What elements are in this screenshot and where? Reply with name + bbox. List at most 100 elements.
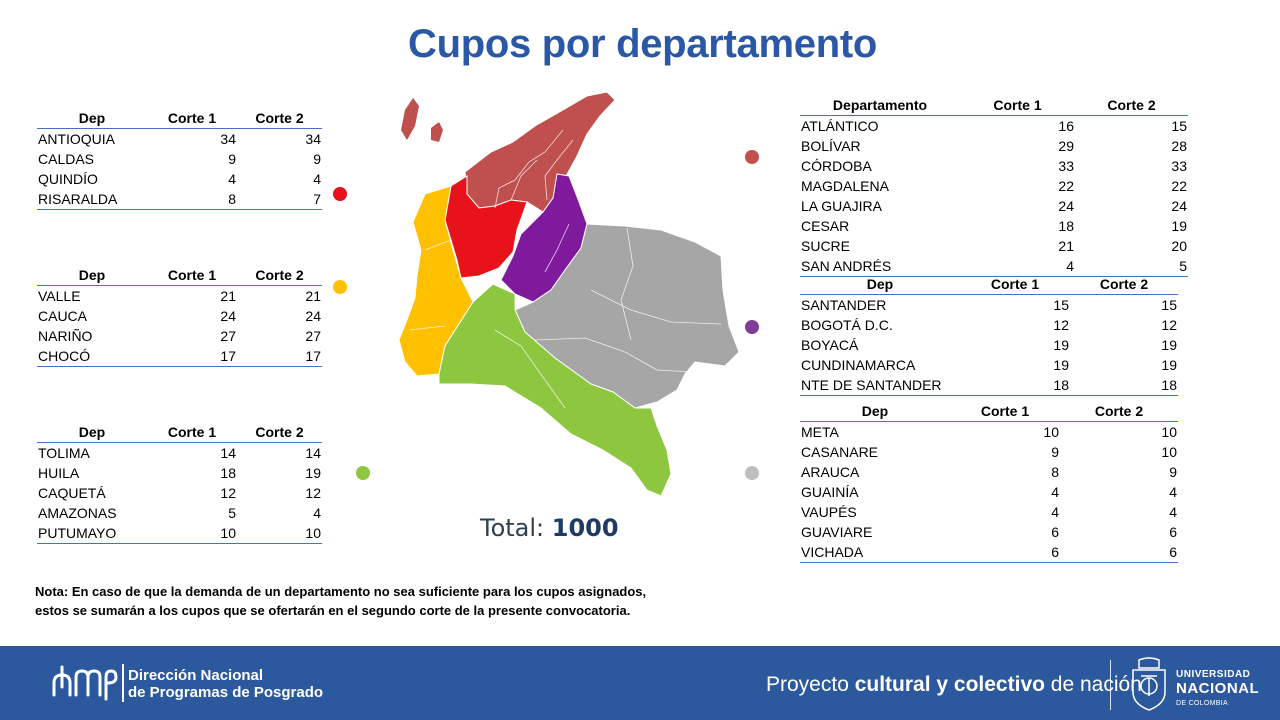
map-region-providencia [431,122,443,142]
department-name-cell: GUAVIARE [801,524,873,540]
column-header: Corte 1 [147,265,237,286]
corte-2-cell: 6 [1060,542,1178,563]
dnpp-logo-icon [52,665,118,701]
department-name-cell: META [801,424,839,440]
table-row: LA GUAJIRA 24 24 [800,196,1188,216]
slogan: Proyecto cultural y colectivo de nación [766,673,1142,697]
table-row: BOGOTÁ D.C. 12 12 [800,315,1178,335]
corte-2-cell: 20 [1171,238,1187,254]
corte-2-cell: 21 [305,288,321,304]
table-purple-group: Dep Corte 1 Corte 2 SANTANDER 15 15 BOGOTÁ D.C… [800,274,1178,396]
corte-2-cell: 4 [1169,504,1177,520]
table-row: MAGDALENA 22 22 [800,176,1188,196]
column-header: Corte 1 [960,95,1075,116]
department-name-cell: AMAZONAS [38,505,117,521]
table-row: TOLIMA 14 14 [37,443,322,464]
corte-1-cell: 18 [1058,218,1074,234]
department-name-cell: GUAINÍA [801,484,859,500]
department-name-cell: QUINDÍO [38,171,98,187]
column-header: Corte 2 [237,422,322,443]
table-row: ARAUCA 8 9 [800,462,1178,482]
column-header: Corte 1 [147,422,237,443]
unal-line-1: UNIVERSIDAD [1176,669,1251,680]
corte-2-cell: 22 [1171,178,1187,194]
table-row: ATLÁNTICO 16 15 [800,116,1188,137]
corte-2-cell: 12 [305,485,321,501]
corte-1-cell: 24 [220,308,236,324]
corte-1-cell: 4 [1051,484,1059,500]
total-label: Total: 1000 [480,514,619,542]
footnote-line-1: Nota: En caso de que la demanda de un de… [35,584,647,599]
corte-1-cell: 9 [1051,444,1059,460]
column-header: Dep [800,401,950,422]
table-row: CAUCA 24 24 [37,306,322,326]
yellow-legend-dot [333,280,347,294]
dnpp-name: Dirección Nacional de Programas de Posgr… [128,667,323,701]
corte-2-cell: 24 [1171,198,1187,214]
unal-shield-icon [1132,657,1166,711]
table-row: VALLE 21 21 [37,286,322,307]
corte-1-cell: 9 [228,151,236,167]
corte-2-cell: 10 [237,523,322,544]
table-row: CÓRDOBA 33 33 [800,156,1188,176]
column-header: Corte 2 [1075,95,1188,116]
department-name-cell: BOLÍVAR [801,138,861,154]
corte-1-cell: 6 [1051,524,1059,540]
corte-2-cell: 19 [1161,337,1177,353]
department-name-cell: SAN ANDRÉS [800,256,960,277]
table-row: CALDAS 9 9 [37,149,322,169]
table-row: GUAINÍA 4 4 [800,482,1178,502]
corte-2-cell: 19 [1161,357,1177,373]
department-name-cell: VICHADA [800,542,950,563]
purple-legend-dot [745,320,759,334]
department-name-cell: LA GUAJIRA [801,198,882,214]
corte-1-cell: 33 [1058,158,1074,174]
table-row: VICHADA 6 6 [800,542,1178,563]
unal-name: UNIVERSIDAD NACIONAL DE COLOMBIA [1176,668,1259,710]
department-name-cell: TOLIMA [38,445,90,461]
corte-1-cell: 4 [1051,504,1059,520]
table-green-group: Dep Corte 1 Corte 2 TOLIMA 14 14 HUILA 18 19 CAQU… [37,422,322,544]
corte-2-cell: 27 [305,328,321,344]
column-header: Corte 1 [950,401,1060,422]
total-caption: Total: [480,514,545,542]
table-row: NTE DE SANTANDER 18 18 [800,375,1178,396]
corte-2-cell: 9 [313,151,321,167]
department-name-cell: CHOCÓ [37,346,147,367]
corte-2-cell: 4 [313,505,321,521]
corte-1-cell: 29 [1058,138,1074,154]
table-row: META 10 10 [800,422,1178,443]
gray-legend-dot [745,466,759,480]
table-row: SUCRE 21 20 [800,236,1188,256]
column-header: Dep [37,265,147,286]
map-region-yellow [398,185,474,377]
corte-2-cell: 33 [1171,158,1187,174]
corte-2-cell: 12 [1161,317,1177,333]
corte-1-cell: 21 [220,288,236,304]
column-header: Dep [37,422,147,443]
dark-red-legend-dot [745,150,759,164]
department-name-cell: RISARALDA [37,189,147,210]
corte-2-cell: 14 [305,445,321,461]
table-yellow-group: Dep Corte 1 Corte 2 VALLE 21 21 CAUCA 24 24 NARIÑ… [37,265,322,367]
footnote: Nota: En caso de que la demanda de un de… [35,582,815,620]
corte-2-cell: 4 [1169,484,1177,500]
map-region-caribe [464,91,616,213]
department-name-cell: CÓRDOBA [801,158,872,174]
corte-2-cell: 4 [313,171,321,187]
table-row: GUAVIARE 6 6 [800,522,1178,542]
corte-2-cell: 10 [1161,424,1177,440]
department-name-cell: BOYACÁ [801,337,859,353]
department-name-cell: BOGOTÁ D.C. [801,317,893,333]
map-region-red [444,175,528,279]
corte-1-cell: 4 [228,171,236,187]
table-row: CAQUETÁ 12 12 [37,483,322,503]
corte-1-cell: 22 [1058,178,1074,194]
department-name-cell: NARIÑO [38,328,93,344]
corte-2-cell: 28 [1171,138,1187,154]
unal-divider [1110,660,1111,710]
map-region-gray [514,223,740,409]
column-header: Dep [800,274,960,295]
corte-1-cell: 6 [950,542,1060,563]
table-row: RISARALDA 8 7 [37,189,322,210]
